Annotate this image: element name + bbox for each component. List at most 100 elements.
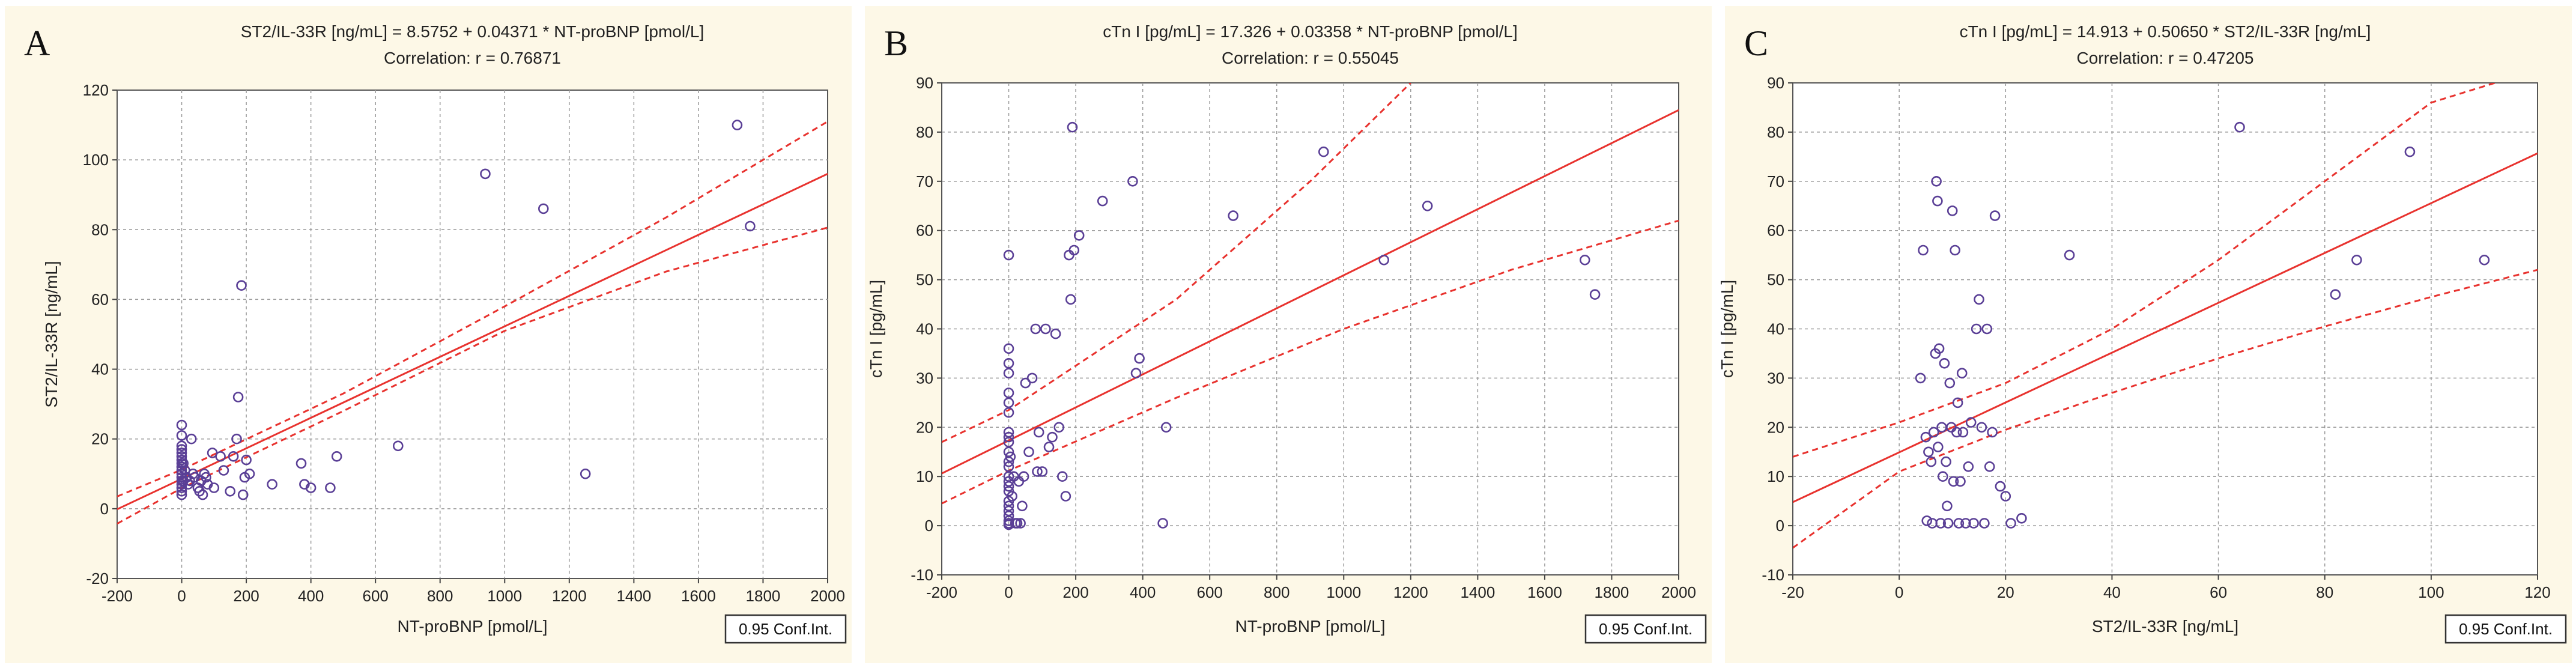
legend-label: 0.95 Conf.Int.: [739, 620, 832, 638]
data-point: [176, 419, 187, 431]
y-tick-label: 90: [916, 74, 933, 92]
data-point: [218, 465, 229, 476]
y-tick-label: 50: [916, 271, 933, 289]
data-point: [1933, 442, 1944, 452]
x-tick-label: 20: [1997, 583, 2014, 601]
data-point: [1073, 230, 1085, 241]
y-tick-label: 60: [91, 290, 109, 308]
data-point: [1030, 323, 1041, 335]
data-point: [1956, 368, 1968, 379]
panel-letter: B: [884, 23, 908, 63]
data-point: [1965, 417, 1977, 428]
data-point: [1963, 461, 1974, 472]
data-point: [1580, 254, 1590, 266]
y-axis-label: cTn I [pg/mL]: [867, 280, 885, 378]
data-point: [1955, 476, 1966, 487]
x-tick-label: 800: [427, 587, 453, 605]
ci-lower-line: [942, 219, 1679, 505]
y-tick-label: -10: [1762, 566, 1784, 584]
ci-upper-line: [942, 83, 1411, 443]
plot-clip-group: [117, 120, 828, 525]
data-point: [1944, 377, 1956, 389]
ci-lower-line: [117, 226, 828, 525]
plot-clip-group: [1793, 83, 2538, 549]
data-point: [1995, 481, 2006, 492]
x-tick-label: 400: [298, 587, 324, 605]
data-point: [244, 468, 255, 479]
x-tick-label: 40: [2103, 583, 2121, 601]
data-point: [1003, 505, 1014, 517]
x-tick-label: 60: [2210, 583, 2227, 601]
data-point: [237, 489, 249, 500]
data-point: [1011, 518, 1023, 529]
y-tick-label: 10: [916, 467, 933, 485]
data-point: [176, 440, 187, 452]
data-point: [1023, 446, 1034, 458]
data-point: [1950, 244, 1960, 256]
data-point: [1957, 427, 1969, 438]
data-point: [1037, 466, 1048, 477]
data-point: [1017, 500, 1028, 512]
y-tick-label: 70: [916, 172, 933, 190]
x-tick-label: 1000: [1326, 583, 1361, 601]
data-point: [1003, 407, 1014, 418]
data-point: [225, 485, 236, 497]
data-point: [1003, 471, 1014, 482]
chart-subtitle: Correlation: r = 0.55045: [1222, 49, 1399, 67]
data-point: [1160, 422, 1172, 433]
data-point: [1935, 518, 1946, 529]
data-point: [1953, 518, 1965, 529]
data-point: [178, 458, 189, 469]
panel-letter: C: [1744, 23, 1768, 63]
data-point: [1003, 427, 1014, 438]
data-point: [1127, 175, 1138, 187]
ci-lower-line: [1793, 269, 2538, 549]
x-tick-label: 120: [2524, 583, 2550, 601]
data-point: [480, 168, 491, 180]
data-point: [1915, 372, 1926, 384]
x-tick-label: 1600: [1527, 583, 1562, 601]
y-tick-label: 10: [1767, 467, 1784, 485]
data-point: [732, 120, 743, 130]
x-axis-label: NT-proBNP [pmol/L]: [397, 617, 547, 636]
data-point: [1938, 471, 1948, 482]
data-point: [1053, 422, 1064, 433]
y-tick-label: -10: [911, 566, 933, 584]
data-point: [1918, 244, 1929, 256]
data-point: [392, 440, 404, 452]
data-point: [1947, 205, 1958, 216]
data-point: [1942, 518, 1954, 529]
data-point: [1003, 500, 1014, 512]
y-tick-label: 70: [1767, 172, 1784, 190]
chart-title: ST2/IL-33R [ng/mL] = 8.5752 + 0.04371 * …: [241, 22, 704, 41]
regression-line: [117, 173, 828, 511]
data-point: [1130, 368, 1142, 379]
y-tick-label: 90: [1767, 74, 1784, 92]
data-point: [1032, 466, 1043, 477]
data-point: [1065, 294, 1076, 305]
x-tick-label: 600: [1196, 583, 1222, 601]
chart-panel-b: -200 0 200 400 600 800 1000 1200 1400 1600 1800 200…: [865, 6, 1712, 663]
x-tick-label: 0: [1004, 583, 1013, 601]
data-point: [2351, 254, 2362, 266]
data-point: [1941, 456, 1951, 467]
data-point: [1003, 461, 1014, 472]
data-point: [1003, 368, 1014, 379]
ci-upper-line: [117, 121, 828, 497]
x-tick-label: 1800: [746, 587, 781, 605]
data-point: [1931, 175, 1942, 187]
data-point: [228, 451, 239, 462]
x-tick-label: 200: [1062, 583, 1088, 601]
data-point: [580, 468, 591, 479]
data-point: [1968, 518, 1979, 529]
regression-line: [1793, 152, 2538, 503]
data-point: [1015, 518, 1026, 529]
data-point: [176, 448, 187, 458]
y-tick-label: 30: [1767, 369, 1784, 387]
chart-title: cTn I [pg/mL] = 17.326 + 0.03358 * NT-pr…: [1103, 22, 1518, 41]
data-point: [305, 482, 317, 493]
data-point: [215, 451, 226, 462]
legend-label: 0.95 Conf.Int.: [1599, 620, 1693, 638]
y-tick-label: 30: [916, 369, 933, 387]
chart-subtitle: Correlation: r = 0.47205: [2077, 49, 2254, 67]
